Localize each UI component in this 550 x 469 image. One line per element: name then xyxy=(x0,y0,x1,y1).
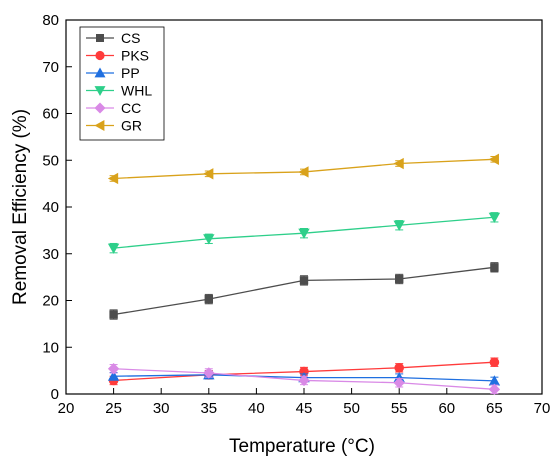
x-tick-label: 55 xyxy=(391,400,408,417)
data-point xyxy=(488,153,499,166)
y-axis-title: Removal Efficiency (%) xyxy=(10,109,31,305)
marker-diamond xyxy=(94,102,106,114)
x-tick-label: 35 xyxy=(200,400,217,417)
series-layer xyxy=(107,153,501,396)
series-whl xyxy=(107,212,501,254)
series-gr xyxy=(107,153,499,185)
legend-label: PP xyxy=(121,65,140,81)
x-tick-label: 30 xyxy=(153,400,170,417)
data-point xyxy=(299,276,309,285)
data-point xyxy=(489,357,500,368)
legend-label: CC xyxy=(121,100,141,116)
series-line xyxy=(113,266,495,316)
y-tick-label: 20 xyxy=(42,293,59,310)
legend-item-whl: WHL xyxy=(86,83,152,99)
marker-triangle-down xyxy=(94,86,106,96)
legend-item-pks: PKS xyxy=(86,48,149,64)
legend-item-pp: PP xyxy=(86,65,140,81)
x-tick-label: 60 xyxy=(438,400,455,417)
legend-item-cc: CC xyxy=(86,100,141,116)
data-point xyxy=(488,212,501,223)
data-point xyxy=(107,243,120,254)
data-point xyxy=(107,370,120,381)
x-tick-label: 25 xyxy=(105,400,122,417)
x-tick-label: 65 xyxy=(486,400,503,417)
data-point xyxy=(393,377,405,389)
y-tick-label: 10 xyxy=(42,339,59,356)
legend-item-gr: GR xyxy=(86,118,142,134)
x-tick-label: 70 xyxy=(534,400,550,417)
data-point xyxy=(109,310,118,319)
data-point xyxy=(395,274,404,284)
data-point xyxy=(394,363,405,373)
data-point xyxy=(204,294,213,304)
y-tick-label: 60 xyxy=(42,106,59,123)
x-tick-label: 20 xyxy=(58,400,75,417)
data-point xyxy=(488,383,501,396)
data-point xyxy=(393,220,405,231)
data-point xyxy=(203,234,215,245)
x-tick-label: 45 xyxy=(296,400,313,417)
y-tick-label: 80 xyxy=(42,12,59,29)
data-point xyxy=(203,367,215,379)
legend-label: WHL xyxy=(121,83,152,99)
data-point xyxy=(107,363,120,375)
y-tick-label: 40 xyxy=(42,199,59,216)
series-cc xyxy=(107,363,501,396)
series-cs xyxy=(109,262,499,320)
data-point xyxy=(298,228,310,239)
x-axis: 20 25 30 35 40 45 50 55 60 65 70 xyxy=(58,388,550,417)
y-axis: 0 10 20 30 40 50 60 70 80 xyxy=(42,12,72,403)
y-tick-label: 30 xyxy=(42,246,59,263)
marker-square xyxy=(96,34,104,42)
data-point xyxy=(107,172,119,185)
marker-circle xyxy=(95,50,105,61)
y-tick-label: 50 xyxy=(42,152,59,169)
legend-box xyxy=(79,26,165,141)
y-tick-label: 70 xyxy=(42,59,59,76)
marker-triangle-left xyxy=(94,120,105,131)
data-point xyxy=(298,374,310,387)
x-tick-label: 40 xyxy=(248,400,265,417)
legend-label: GR xyxy=(121,118,142,134)
x-axis-title: Temperature (°C) xyxy=(229,436,375,457)
legend-label: PKS xyxy=(121,48,149,64)
data-point xyxy=(490,263,499,272)
legend-item-cs: CS xyxy=(86,30,140,46)
data-point xyxy=(203,168,214,180)
y-tick-label: 0 xyxy=(51,386,59,403)
x-tick-label: 50 xyxy=(343,400,360,417)
marker-triangle-up xyxy=(94,67,106,78)
data-point xyxy=(298,166,309,178)
data-point xyxy=(393,371,405,383)
data-point xyxy=(488,375,501,386)
data-point xyxy=(393,157,404,170)
legend-label: CS xyxy=(121,30,140,46)
